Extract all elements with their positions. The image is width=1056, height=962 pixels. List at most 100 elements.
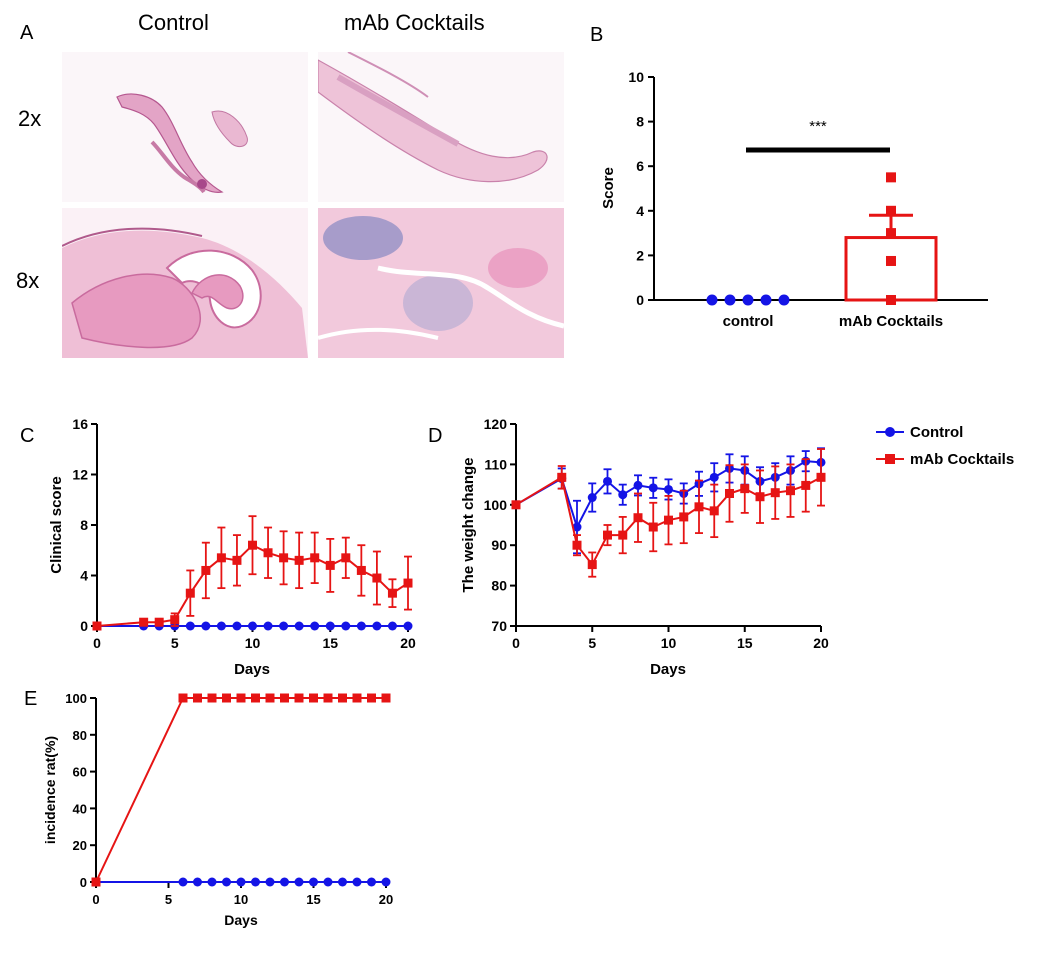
chart-c-x-tick-label: 10	[245, 635, 261, 651]
histology-control-2x-image	[62, 52, 308, 202]
chart-d-control-point	[603, 476, 612, 486]
chart-b-mab-bar	[844, 236, 938, 302]
chart-c-control-point	[356, 621, 366, 631]
panel-label-b: B	[590, 24, 604, 46]
chart-d-x-tick-label: 15	[737, 635, 753, 651]
legend-mab-marker	[885, 454, 895, 464]
chart-e-y-tick-label: 100	[65, 691, 87, 706]
chart-b-control-point	[778, 294, 790, 306]
chart-b-category-control: control	[723, 313, 774, 330]
chart-c-control-point	[216, 621, 226, 631]
chart-c-mab-point	[154, 617, 164, 627]
chart-d-control-point	[664, 484, 673, 494]
legend-mab-label: mAb Cocktails	[910, 451, 1014, 468]
histology-mab-2x-image	[318, 52, 564, 202]
histology-control-8x-image	[62, 208, 308, 358]
chart-c-mab-point	[170, 615, 180, 625]
chart-e-control-point	[236, 877, 246, 887]
histology-column-control: Control	[138, 10, 209, 35]
chart-c-mab-point	[372, 573, 382, 583]
chart-e-mab-point	[265, 693, 275, 703]
chart-b-mab-point	[886, 172, 896, 183]
chart-d-mab-point	[816, 472, 826, 482]
chart-d-mab-point	[664, 515, 673, 525]
chart-d-y-tick-label: 90	[491, 537, 507, 553]
chart-d-mab-point	[740, 484, 750, 494]
chart-d-legend: Control mAb Cocktails	[876, 424, 1014, 468]
chart-d-control-point	[633, 480, 643, 490]
chart-d-mab-point	[679, 512, 689, 522]
chart-c-xlabel: Days	[234, 661, 270, 678]
chart-e-x-tick-label: 5	[165, 892, 172, 907]
chart-e-control-point	[294, 877, 304, 887]
chart-d-control-point	[618, 490, 628, 500]
chart-b-category-mab: mAb Cocktails	[839, 313, 943, 330]
chart-c-mab-point	[279, 553, 289, 563]
chart-c-mab-point	[341, 553, 351, 563]
chart-d-y-tick-label: 70	[491, 618, 507, 634]
chart-b-y-tick-label: 8	[636, 114, 644, 130]
chart-b-y-tick-label: 2	[636, 247, 644, 263]
chart-d-y-tick-label: 80	[491, 578, 507, 594]
chart-c-control-point	[263, 621, 273, 631]
chart-b-mab-point	[886, 255, 896, 266]
chart-e-mab-point	[251, 693, 260, 703]
chart-c-x-tick-label: 0	[93, 635, 101, 651]
chart-e-mab-point	[309, 693, 318, 703]
chart-c-control-point	[201, 621, 211, 631]
chart-c-control-point	[294, 621, 304, 631]
magnification-2x-label: 2x	[18, 106, 42, 131]
chart-c-mab-point	[185, 588, 195, 598]
chart-e-control-point	[323, 877, 333, 887]
chart-d-mab-point	[725, 488, 734, 498]
chart-e-mab-point	[280, 693, 289, 703]
chart-c-ylabel: Clinical score	[48, 476, 65, 574]
legend-control-label: Control	[910, 424, 963, 441]
chart-e-y-tick-label: 0	[80, 875, 87, 890]
chart-c-x-tick-label: 15	[322, 635, 338, 651]
chart-d-mab-point	[511, 500, 521, 510]
chart-d-mab-point	[709, 506, 719, 516]
chart-c-mab-point	[356, 565, 366, 575]
chart-c-mab-point	[263, 548, 273, 558]
chart-e-control-point	[222, 877, 231, 887]
chart-c-control-point	[387, 621, 397, 631]
chart-c-y-tick-label: 16	[72, 416, 88, 432]
chart-c-x-tick-label: 5	[171, 635, 179, 651]
chart-d-control-point	[648, 483, 658, 493]
chart-b-y-tick-label: 4	[636, 203, 644, 219]
chart-b-y-tick-label: 10	[628, 69, 644, 85]
chart-e-control-point	[178, 877, 188, 887]
chart-e-mab-point	[207, 693, 217, 703]
chart-d: 70 80 90 100 110 120 0 5 10 15 20 The weight chang…	[460, 416, 1014, 678]
chart-c-control-point	[372, 621, 382, 631]
chart-d-x-tick-label: 5	[588, 635, 596, 651]
chart-d-control-point	[587, 493, 597, 503]
chart-b-control-point	[760, 294, 772, 306]
chart-c-control-point	[185, 621, 195, 631]
chart-b-control-point	[742, 294, 754, 306]
chart-d-y-tick-label: 120	[484, 416, 508, 432]
chart-e-control-point	[367, 877, 376, 887]
chart-b-ylabel: Score	[600, 167, 617, 209]
chart-d-x-tick-label: 20	[813, 635, 829, 651]
chart-e-ylabel: incidence rat(%)	[42, 736, 58, 844]
chart-c-mab-point	[325, 560, 335, 570]
chart-b-control-point	[724, 294, 736, 306]
panel-label-a: A	[20, 22, 34, 44]
chart-e-mab-line	[95, 697, 386, 883]
chart-d-mab-point	[587, 560, 597, 570]
chart-c-x-tick-label: 20	[400, 635, 416, 651]
chart-c-mab-point	[294, 555, 304, 565]
chart-e-mab-point	[91, 877, 101, 887]
chart-e-mab-point	[236, 693, 246, 703]
chart-d-mab-point	[633, 513, 643, 523]
chart-e-mab-point	[222, 693, 231, 703]
chart-e-mab-point	[381, 693, 391, 703]
chart-e-mab-point	[352, 693, 362, 703]
chart-d-mab-point	[770, 488, 780, 498]
chart-d-mab-point	[557, 472, 567, 482]
chart-c-mab-point	[139, 617, 149, 627]
chart-e-control-point	[381, 877, 391, 887]
chart-d-mab-point	[755, 492, 765, 502]
